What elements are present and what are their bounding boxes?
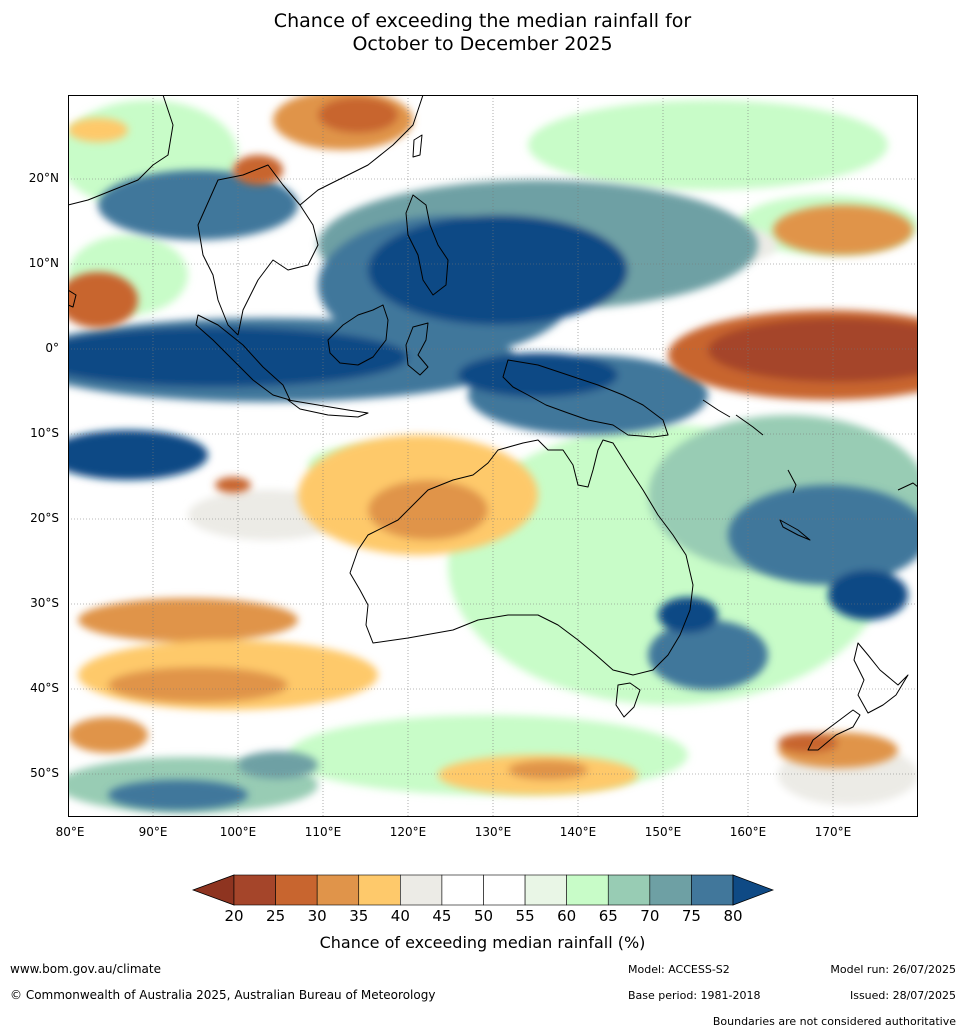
colorbar-under-arrow — [191, 874, 235, 906]
java-coastline — [287, 399, 369, 418]
new-zealand-north — [853, 642, 909, 714]
lon-label-160e: 160°E — [729, 825, 767, 839]
wet-field-strong — [68, 170, 918, 810]
colorbar-cell — [233, 874, 276, 906]
colorbar-tick-label: 70 — [640, 907, 660, 925]
sri-lanka-coastline — [68, 289, 77, 308]
colorbar-tick-label: 30 — [307, 907, 327, 925]
indochina-coastline — [197, 164, 319, 336]
footer-url[interactable]: www.bom.gov.au/climate — [10, 962, 161, 976]
colorbar-cell — [566, 874, 609, 906]
coastlines — [68, 95, 918, 751]
dry-field — [68, 95, 918, 795]
new-guinea-coastline — [502, 359, 669, 438]
colorbar-tick-label: 45 — [432, 907, 452, 925]
lon-label-130e: 130°E — [474, 825, 512, 839]
colorbar-cell — [524, 874, 567, 906]
fiji-coastline — [897, 482, 918, 491]
colorbar-cells — [233, 874, 734, 906]
map-border — [68, 95, 918, 817]
colorbar-cell — [649, 874, 692, 906]
borneo-coastline — [327, 304, 389, 366]
colorbar — [191, 874, 775, 906]
taiwan-coastline — [412, 134, 423, 158]
lat-label-10s: 10°S — [30, 426, 59, 440]
australia-coastline — [349, 439, 694, 676]
vanuatu-coastline — [787, 469, 797, 494]
footer-disclaimer: Boundaries are not considered authoritat… — [712, 1015, 956, 1028]
colorbar-tick-label: 75 — [681, 907, 701, 925]
colorbar-tick-label: 80 — [723, 907, 743, 925]
colorbar-cell — [275, 874, 318, 906]
lon-label-80e: 80°E — [55, 825, 85, 839]
lat-label-20s: 20°S — [30, 511, 59, 525]
china-coastline — [299, 95, 424, 206]
colorbar-cell — [316, 874, 360, 906]
new-zealand-south — [807, 709, 861, 751]
colorbar-cell — [358, 874, 401, 906]
colorbar-cell — [400, 874, 443, 906]
colorbar-cell — [483, 874, 526, 906]
colorbar-tick-label: 60 — [557, 907, 577, 925]
lat-label-20n: 20°N — [28, 171, 59, 185]
footer-model: Model: ACCESS-S2 — [628, 963, 730, 976]
sumatra-coastline — [195, 314, 291, 401]
footer-base-period: Base period: 1981-2018 — [628, 989, 761, 1002]
lon-label-170e: 170°E — [814, 825, 852, 839]
colorbar-tick-label: 35 — [349, 907, 369, 925]
colorbar-tick-label: 55 — [515, 907, 535, 925]
colorbar-tick-label: 25 — [266, 907, 286, 925]
lat-label-10n: 10°N — [28, 256, 59, 270]
colorbar-label: Chance of exceeding median rainfall (%) — [319, 933, 646, 952]
colorbar-tick-label: 40 — [390, 907, 410, 925]
colorbar-cell — [607, 874, 651, 906]
footer-model-run: Model run: 26/07/2025 — [830, 963, 956, 976]
footer-issued: Issued: 28/07/2025 — [849, 989, 956, 1002]
lon-label-150e: 150°E — [644, 825, 682, 839]
footer-copyright: © Commonwealth of Australia 2025, Austra… — [10, 988, 436, 1002]
colorbar-tick-label: 20 — [224, 907, 244, 925]
india-coastline — [68, 95, 174, 206]
sulawesi-coastline — [405, 322, 429, 376]
lon-label-120e: 120°E — [389, 825, 427, 839]
colorbar-tick-label: 50 — [473, 907, 494, 925]
lat-label-40s: 40°S — [30, 681, 59, 695]
lon-label-110e: 110°E — [304, 825, 342, 839]
colorbar-cell — [691, 874, 734, 906]
lon-label-90e: 90°E — [138, 825, 168, 839]
rainfall-map — [68, 95, 918, 817]
title-line-1: Chance of exceeding the median rainfall … — [273, 10, 692, 32]
solomon-islands — [702, 399, 764, 436]
title-line-2: October to December 2025 — [352, 33, 613, 55]
colorbar-over-arrow — [732, 874, 775, 906]
lat-label-equator: 0° — [45, 341, 59, 355]
map-title: Chance of exceeding the median rainfall … — [0, 10, 965, 56]
tasmania-coastline — [615, 682, 641, 718]
new-caledonia-coastline — [779, 519, 811, 541]
lon-label-140e: 140°E — [559, 825, 597, 839]
philippines-coastline — [405, 194, 449, 296]
lon-label-100e: 100°E — [219, 825, 257, 839]
colorbar-tick-label: 65 — [598, 907, 618, 925]
colorbar-svg — [191, 874, 775, 906]
colorbar-cell — [441, 874, 484, 906]
lat-label-30s: 30°S — [30, 596, 59, 610]
rainfall-map-svg — [68, 95, 918, 817]
lat-label-50s: 50°S — [30, 766, 59, 780]
